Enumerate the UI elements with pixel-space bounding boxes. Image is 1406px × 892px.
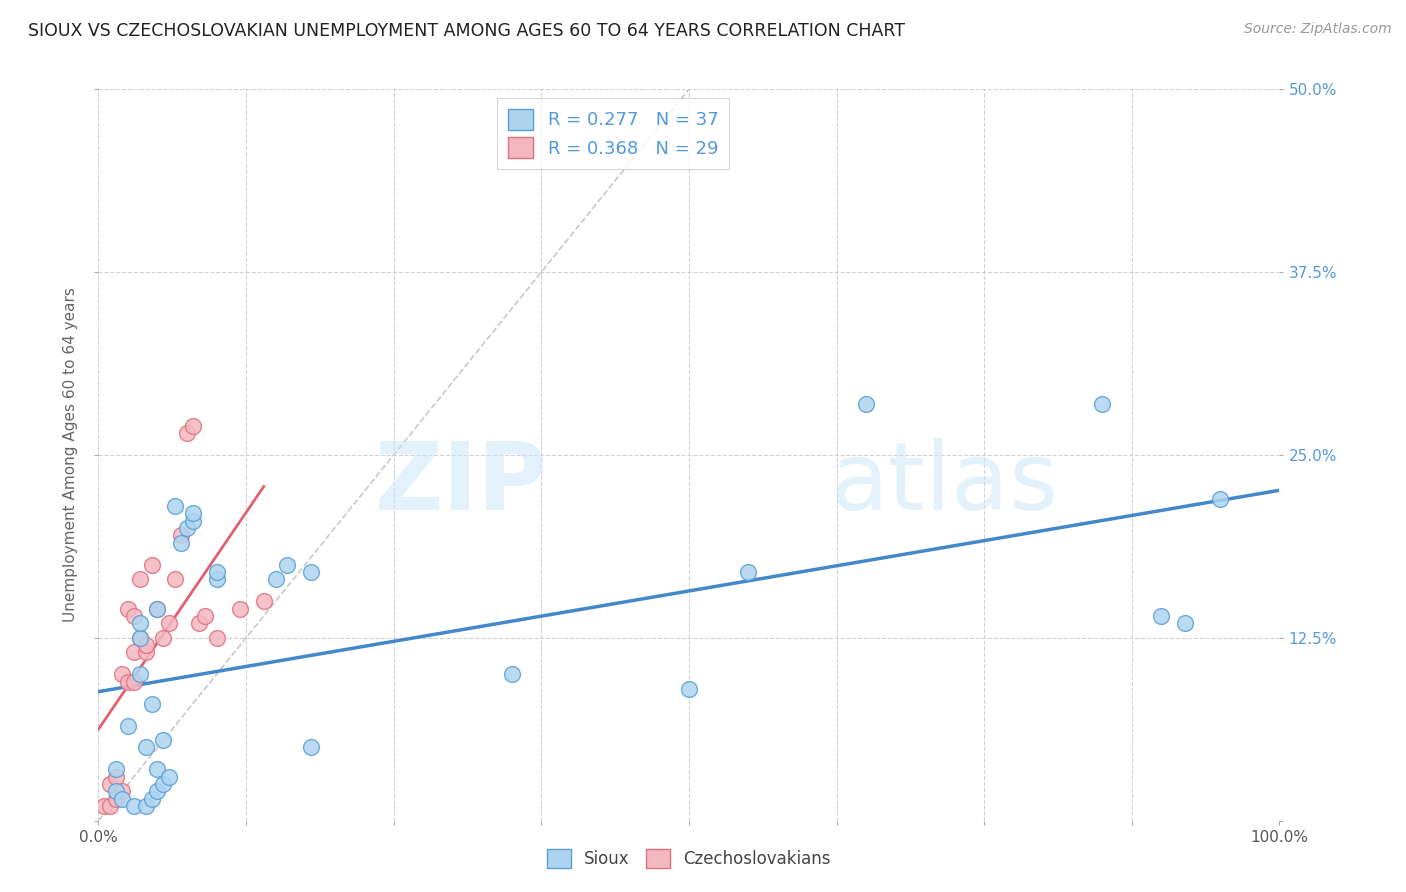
Point (678, 681, 700, 696)
Text: Source: ZipAtlas.com: Source: ZipAtlas.com (1244, 22, 1392, 37)
Point (205, 572, 228, 586)
Point (152, 631, 174, 645)
Point (122, 608, 145, 623)
Point (122, 799, 145, 814)
Point (229, 601, 252, 615)
Point (111, 667, 134, 681)
Point (146, 601, 169, 615)
Point (98, 777, 121, 791)
Point (157, 616, 180, 631)
Point (299, 740, 322, 755)
Point (105, 763, 128, 777)
Point (152, 777, 174, 791)
Point (187, 616, 209, 631)
Point (105, 791, 128, 805)
Point (253, 594, 276, 608)
Point (135, 645, 157, 659)
Point (205, 565, 228, 579)
Point (501, 667, 523, 681)
Point (165, 499, 187, 513)
Point (1091, 397, 1114, 411)
Point (122, 645, 145, 659)
Text: ZIP: ZIP (374, 438, 547, 530)
Point (135, 799, 157, 814)
Point (105, 784, 128, 798)
Point (117, 718, 139, 732)
Point (157, 770, 180, 784)
Point (181, 507, 204, 521)
Point (194, 608, 217, 623)
Point (117, 674, 139, 689)
Point (737, 565, 759, 579)
Point (205, 631, 228, 645)
Point (170, 535, 193, 549)
Point (141, 558, 163, 572)
Point (152, 733, 174, 747)
Point (128, 631, 150, 645)
Point (264, 572, 287, 586)
Point (128, 572, 150, 586)
Point (128, 631, 150, 645)
Point (111, 784, 134, 798)
Point (135, 740, 157, 755)
Point (276, 558, 298, 572)
Point (141, 791, 163, 805)
Point (122, 674, 145, 689)
Point (176, 521, 198, 535)
Point (176, 425, 198, 440)
Point (93, 799, 115, 814)
Point (1209, 491, 1232, 506)
Point (299, 565, 322, 579)
Point (855, 397, 877, 411)
Text: SIOUX VS CZECHOSLOVAKIAN UNEMPLOYMENT AMONG AGES 60 TO 64 YEARS CORRELATION CHAR: SIOUX VS CZECHOSLOVAKIAN UNEMPLOYMENT AM… (28, 22, 905, 40)
Point (135, 638, 157, 652)
Point (111, 791, 134, 805)
Point (98, 799, 121, 814)
Legend: Sioux, Czechoslovakians: Sioux, Czechoslovakians (541, 842, 837, 874)
Point (170, 528, 193, 542)
Point (105, 770, 128, 784)
Point (1150, 608, 1173, 623)
Point (181, 514, 204, 528)
Text: atlas: atlas (831, 438, 1059, 530)
Point (128, 616, 150, 631)
Point (117, 601, 139, 615)
Point (1174, 616, 1197, 631)
Point (165, 572, 187, 586)
Point (146, 784, 169, 798)
Point (181, 418, 204, 433)
Point (141, 697, 163, 711)
Y-axis label: Unemployment Among Ages 60 to 64 years: Unemployment Among Ages 60 to 64 years (63, 287, 79, 623)
Point (146, 601, 169, 615)
Point (146, 763, 169, 777)
Point (128, 667, 150, 681)
